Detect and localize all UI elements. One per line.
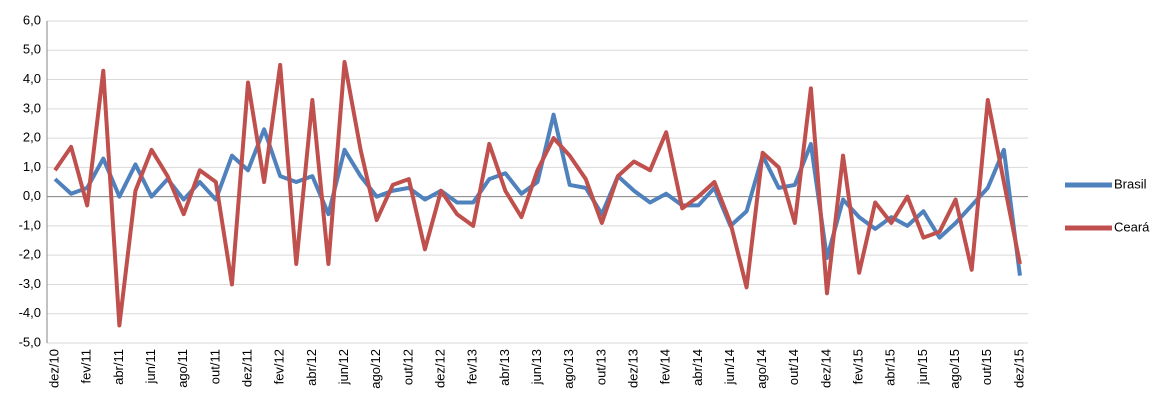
y-tick-label: 0,0 (23, 188, 41, 203)
x-tick-label: fev/11 (79, 349, 94, 383)
y-tick-label: -5,0 (19, 334, 41, 349)
x-tick-label: jun/13 (529, 349, 544, 385)
x-tick-label: dez/12 (432, 349, 447, 388)
x-tick-label: abr/12 (304, 349, 319, 386)
y-tick-label: -1,0 (19, 217, 41, 232)
y-tick-label: 1,0 (23, 159, 41, 174)
x-tick-label: fev/13 (465, 349, 480, 384)
x-tick-label: ago/12 (368, 349, 383, 389)
x-tick-label: jun/15 (915, 349, 930, 385)
legend-label: Ceará (1114, 219, 1150, 234)
series-line (53, 59, 1022, 328)
x-tick-label: dez/15 (1011, 349, 1026, 388)
x-tick-label: jun/11 (143, 349, 158, 384)
series-line (53, 112, 1022, 276)
x-tick-label: dez/13 (625, 349, 640, 388)
x-tick-label: out/13 (593, 349, 608, 385)
y-tick-label: 5,0 (23, 42, 41, 57)
x-tick-label: abr/14 (690, 349, 705, 386)
x-tick-label: dez/10 (46, 349, 61, 388)
y-tick-label: -3,0 (19, 276, 41, 291)
x-tick-label: jun/12 (336, 349, 351, 385)
legend-label: Brasil (1114, 176, 1147, 191)
x-tick-label: dez/11 (239, 349, 254, 387)
x-tick-label: abr/15 (883, 349, 898, 386)
x-tick-label: out/11 (207, 349, 222, 384)
x-tick-label: out/15 (979, 349, 994, 385)
x-tick-label: abr/11 (111, 349, 126, 385)
y-tick-label: 2,0 (23, 130, 41, 145)
x-tick-label: fev/14 (658, 349, 673, 384)
x-tick-label: fev/12 (272, 349, 287, 384)
x-tick-label: ago/15 (947, 349, 962, 389)
y-tick-label: -4,0 (19, 305, 41, 320)
x-tick-label: ago/13 (561, 349, 576, 389)
x-tick-label: fev/15 (851, 349, 866, 384)
y-tick-label: 4,0 (23, 71, 41, 86)
y-tick-label: 6,0 (23, 12, 41, 27)
x-tick-label: dez/14 (818, 349, 833, 388)
x-tick-label: abr/13 (497, 349, 512, 386)
x-tick-label: ago/14 (754, 349, 769, 389)
x-tick-label: jun/14 (722, 349, 737, 385)
x-tick-label: out/12 (400, 349, 415, 385)
x-tick-label: out/14 (786, 349, 801, 385)
y-tick-label: 3,0 (23, 100, 41, 115)
y-tick-label: -2,0 (19, 247, 41, 262)
x-tick-label: ago/11 (175, 349, 190, 388)
